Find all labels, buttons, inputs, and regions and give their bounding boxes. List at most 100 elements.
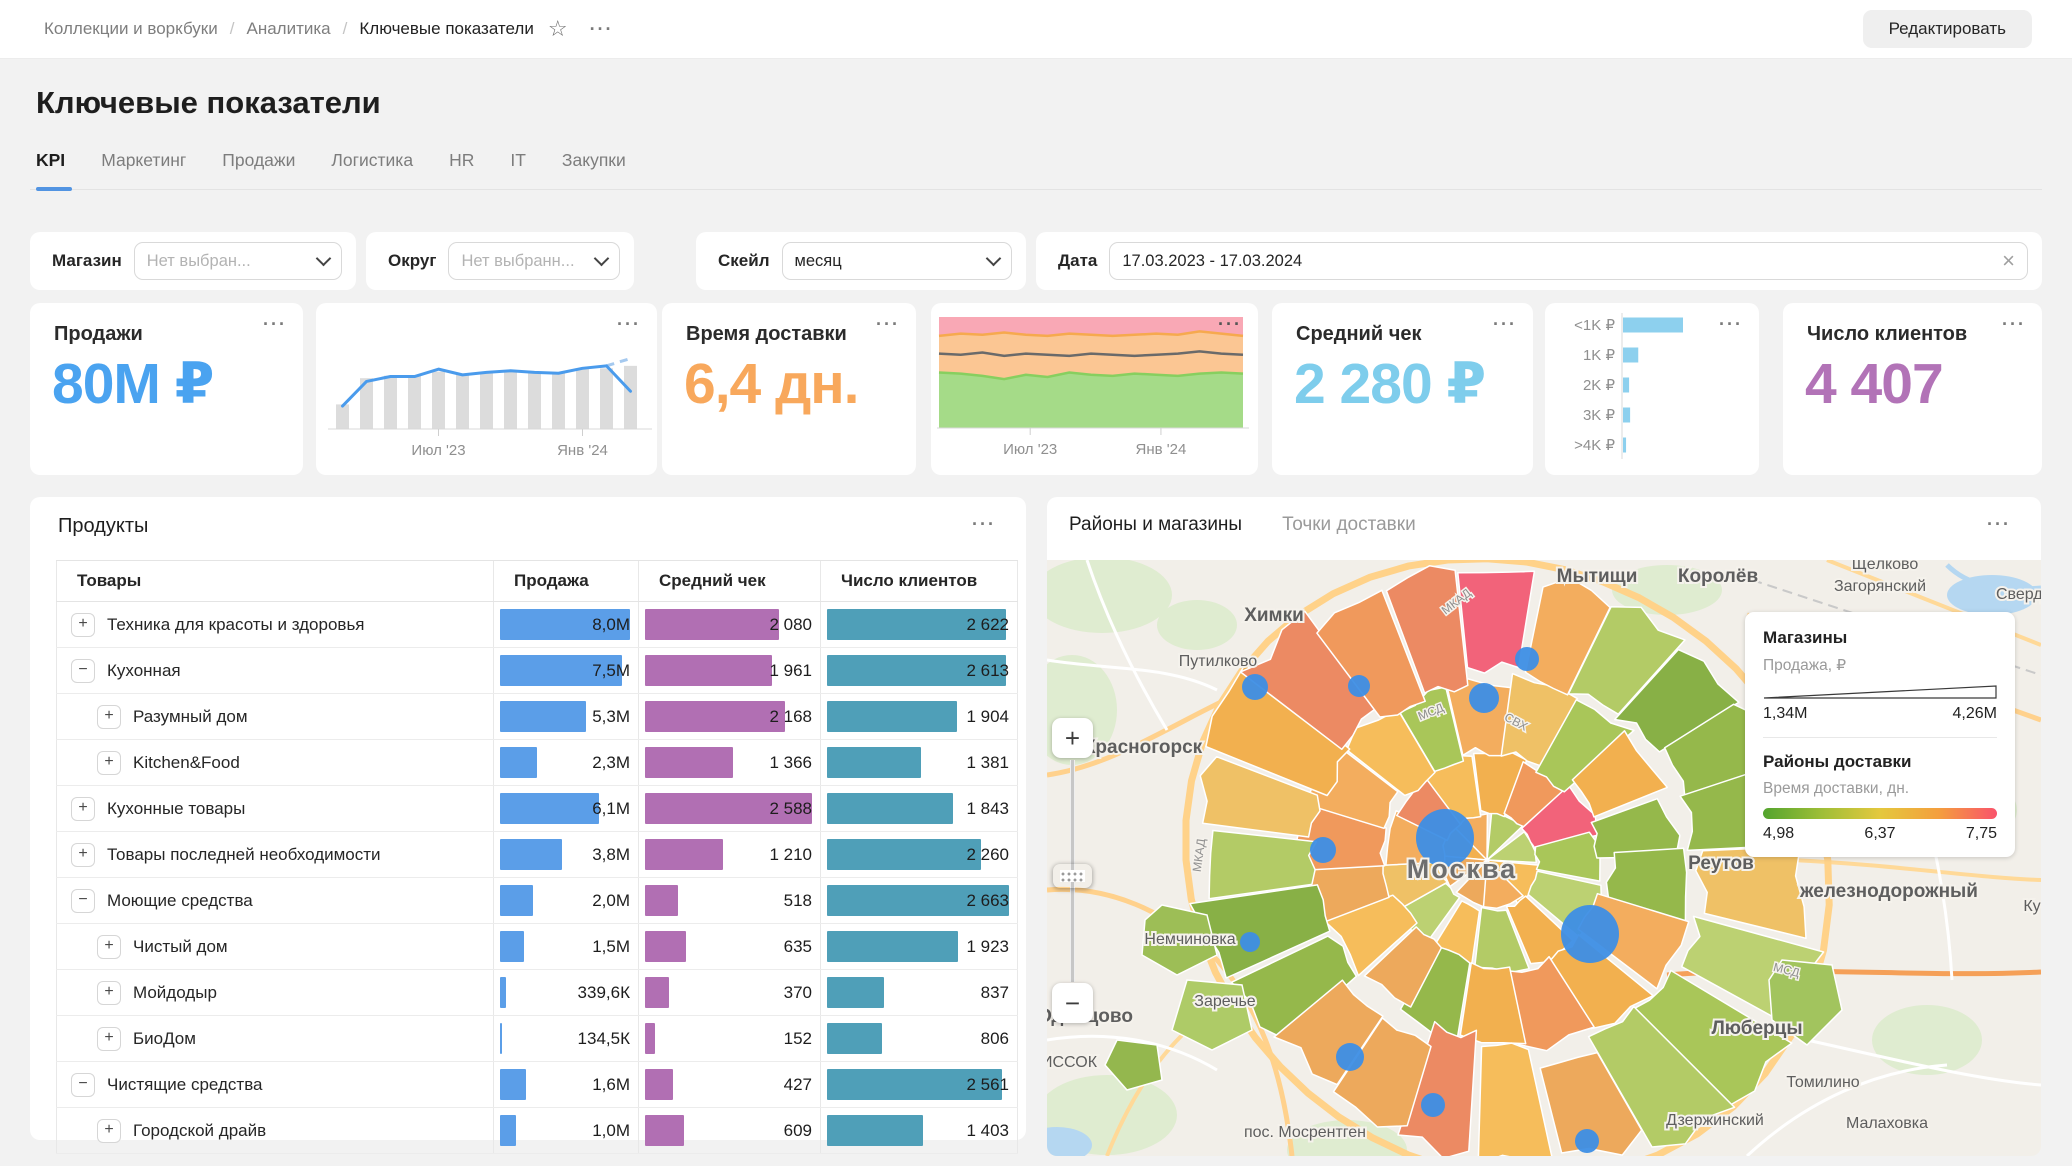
kpi-clients-value: 4 407 xyxy=(1805,352,1944,416)
store-bubble[interactable] xyxy=(1240,932,1260,952)
delivery-district[interactable] xyxy=(1205,663,1351,797)
date-range-value: 17.03.2023 - 17.03.2024 xyxy=(1122,251,1303,270)
delivery-district[interactable] xyxy=(1104,1039,1163,1091)
store-bubble[interactable] xyxy=(1575,1129,1599,1153)
tab-закупки[interactable]: Закупки xyxy=(561,150,626,170)
tab-hr[interactable]: HR xyxy=(449,150,475,170)
card-menu-icon[interactable]: ··· xyxy=(2002,314,2026,334)
expand-button[interactable]: + xyxy=(97,704,121,729)
store-bubble[interactable] xyxy=(1416,809,1474,867)
delivery-district[interactable] xyxy=(1524,576,1611,696)
delivery-district[interactable] xyxy=(1230,935,1358,1041)
tab-it[interactable]: IT xyxy=(510,150,526,170)
favorite-star-icon[interactable]: ☆ xyxy=(547,16,568,41)
card-menu-icon[interactable]: ··· xyxy=(1218,314,1242,334)
store-bubble[interactable] xyxy=(1310,837,1336,863)
delivery-district[interactable] xyxy=(1539,1051,1643,1156)
store-select[interactable]: Нет выбран... xyxy=(133,242,342,280)
expand-button[interactable]: + xyxy=(97,980,121,1005)
filter-district-label: Округ xyxy=(388,251,437,270)
map[interactable]: МоскваМытищиКоролёвХимкиКрасногорскОдинц… xyxy=(1047,560,2041,1156)
delivery-district[interactable] xyxy=(1363,926,1443,1008)
map-zoom-in-button[interactable]: + xyxy=(1052,718,1093,758)
tab-продажи[interactable]: Продажи xyxy=(222,150,296,170)
store-bubble[interactable] xyxy=(1421,1093,1445,1117)
date-range-input[interactable]: 17.03.2023 - 17.03.2024 × xyxy=(1109,242,2028,280)
expand-button[interactable]: + xyxy=(71,796,95,821)
store-bubble[interactable] xyxy=(1469,683,1499,713)
delivery-district[interactable] xyxy=(1590,797,1681,859)
expand-button[interactable]: + xyxy=(97,1026,121,1051)
expand-button[interactable]: + xyxy=(71,842,95,867)
delivery-district[interactable] xyxy=(1141,904,1218,976)
store-bubble[interactable] xyxy=(1336,1043,1364,1071)
delivery-district[interactable] xyxy=(1316,589,1426,718)
delivery-district[interactable] xyxy=(1397,1020,1478,1156)
filter-store-label: Магазин xyxy=(52,251,122,270)
delivery-district[interactable] xyxy=(1455,859,1488,908)
delivery-district[interactable] xyxy=(1695,845,1807,940)
delivery-district[interactable] xyxy=(1477,1042,1555,1156)
card-menu-icon[interactable]: ··· xyxy=(617,314,641,334)
delivery-district[interactable] xyxy=(1273,979,1384,1086)
delivery-district[interactable] xyxy=(1457,570,1536,674)
road xyxy=(1047,1034,1218,1072)
map-tab-delivery-points[interactable]: Точки доставки xyxy=(1282,514,1416,535)
delivery-district[interactable] xyxy=(1567,606,1686,715)
tab-kpi[interactable]: KPI xyxy=(36,150,66,170)
card-menu-icon[interactable]: ··· xyxy=(1493,314,1517,334)
delivery-district[interactable] xyxy=(1768,959,1843,1046)
delivery-district[interactable] xyxy=(1323,894,1418,977)
delivery-district[interactable] xyxy=(1459,962,1527,1045)
kpi-card-clients: ··· Число клиентов 4 407 xyxy=(1783,303,2042,475)
map-tab-districts-stores[interactable]: Районы и магазины xyxy=(1069,514,1243,535)
card-menu-icon[interactable]: ··· xyxy=(1719,314,1743,334)
delivery-district[interactable] xyxy=(1171,979,1253,1051)
map-zoom-out-button[interactable]: − xyxy=(1052,983,1093,1023)
map-canvas[interactable]: МоскваМытищиКоролёвХимкиКрасногорскОдинц… xyxy=(1047,560,2041,1156)
card-menu-icon[interactable]: ··· xyxy=(876,314,900,334)
edit-button[interactable]: Редактировать xyxy=(1862,10,2032,48)
delivery-district[interactable] xyxy=(1571,730,1669,818)
product-name: Кухонные товары xyxy=(107,798,246,818)
card-menu-icon[interactable]: ··· xyxy=(972,514,996,534)
park-area xyxy=(1047,560,1172,633)
park-area xyxy=(1612,565,1722,615)
expand-button[interactable]: + xyxy=(71,612,95,637)
product-name: Kitchen&Food xyxy=(133,752,240,772)
scale-select[interactable]: месяц xyxy=(781,242,1012,280)
clients-value: 2 622 xyxy=(966,615,1009,634)
delivery-district[interactable] xyxy=(1613,648,1740,753)
topbar: Коллекции и воркбуки / Аналитика / Ключевые … xyxy=(0,0,2072,59)
expand-button[interactable]: + xyxy=(97,1118,121,1143)
delivery-district[interactable] xyxy=(1385,564,1469,694)
card-menu-icon[interactable]: ··· xyxy=(263,314,287,334)
store-bubble[interactable] xyxy=(1515,647,1539,671)
hist-category-label: 3K ₽ xyxy=(1583,407,1616,424)
district-select[interactable]: Нет выбранн... xyxy=(448,242,620,280)
card-menu-icon[interactable]: ··· xyxy=(1987,514,2011,534)
store-bubble[interactable] xyxy=(1242,674,1268,700)
collapse-button[interactable]: − xyxy=(71,658,95,683)
breadcrumb-more-icon[interactable]: ··· xyxy=(589,19,614,39)
collapse-button[interactable]: − xyxy=(71,888,95,913)
map-label: Люберцы xyxy=(1711,1018,1802,1039)
store-bubble[interactable] xyxy=(1561,905,1619,963)
tab-логистика[interactable]: Логистика xyxy=(331,150,414,170)
map-zoom-handle[interactable] xyxy=(1052,863,1093,889)
delivery-district[interactable] xyxy=(1587,1005,1736,1148)
breadcrumb-item[interactable]: Коллекции и воркбуки xyxy=(44,19,218,38)
delivery-district[interactable] xyxy=(1481,859,1524,910)
delivery-district[interactable] xyxy=(1535,699,1635,793)
delivery-district[interactable] xyxy=(1199,755,1321,838)
tab-маркетинг[interactable]: Маркетинг xyxy=(101,150,187,170)
breadcrumb-item[interactable]: Аналитика xyxy=(246,19,331,38)
clients-value: 806 xyxy=(980,1029,1009,1048)
store-bubble[interactable] xyxy=(1348,675,1370,697)
expand-button[interactable]: + xyxy=(97,934,121,959)
collapse-button[interactable]: − xyxy=(71,1072,95,1097)
delivery-district[interactable] xyxy=(1345,708,1436,797)
expand-button[interactable]: + xyxy=(97,750,121,775)
clear-date-icon[interactable]: × xyxy=(2002,248,2015,273)
clients-bar xyxy=(827,701,958,732)
